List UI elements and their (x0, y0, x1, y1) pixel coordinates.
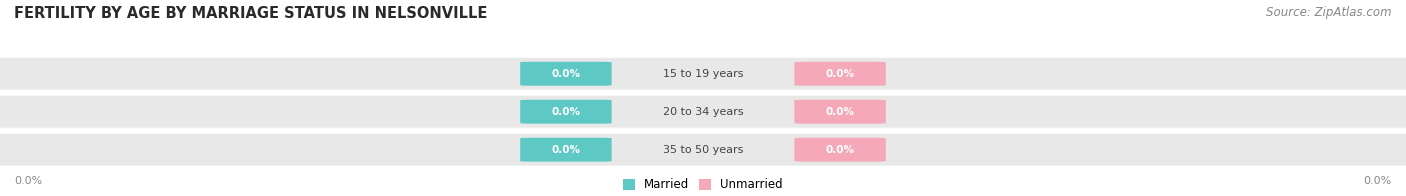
Text: 0.0%: 0.0% (551, 107, 581, 117)
Text: 0.0%: 0.0% (14, 176, 42, 186)
FancyBboxPatch shape (0, 96, 1406, 128)
Text: 0.0%: 0.0% (825, 107, 855, 117)
FancyBboxPatch shape (0, 134, 1406, 166)
Text: 15 to 19 years: 15 to 19 years (662, 69, 744, 79)
FancyBboxPatch shape (520, 138, 612, 162)
FancyBboxPatch shape (794, 100, 886, 124)
Text: 0.0%: 0.0% (1364, 176, 1392, 186)
Text: Source: ZipAtlas.com: Source: ZipAtlas.com (1267, 6, 1392, 19)
Text: 0.0%: 0.0% (825, 69, 855, 79)
FancyBboxPatch shape (520, 62, 612, 86)
Text: FERTILITY BY AGE BY MARRIAGE STATUS IN NELSONVILLE: FERTILITY BY AGE BY MARRIAGE STATUS IN N… (14, 6, 488, 21)
FancyBboxPatch shape (0, 58, 1406, 90)
FancyBboxPatch shape (794, 138, 886, 162)
Text: 0.0%: 0.0% (551, 69, 581, 79)
Text: 20 to 34 years: 20 to 34 years (662, 107, 744, 117)
Text: 0.0%: 0.0% (825, 145, 855, 155)
Text: 0.0%: 0.0% (551, 145, 581, 155)
Legend: Married, Unmarried: Married, Unmarried (619, 173, 787, 196)
Text: 35 to 50 years: 35 to 50 years (662, 145, 744, 155)
FancyBboxPatch shape (794, 62, 886, 86)
FancyBboxPatch shape (520, 100, 612, 124)
